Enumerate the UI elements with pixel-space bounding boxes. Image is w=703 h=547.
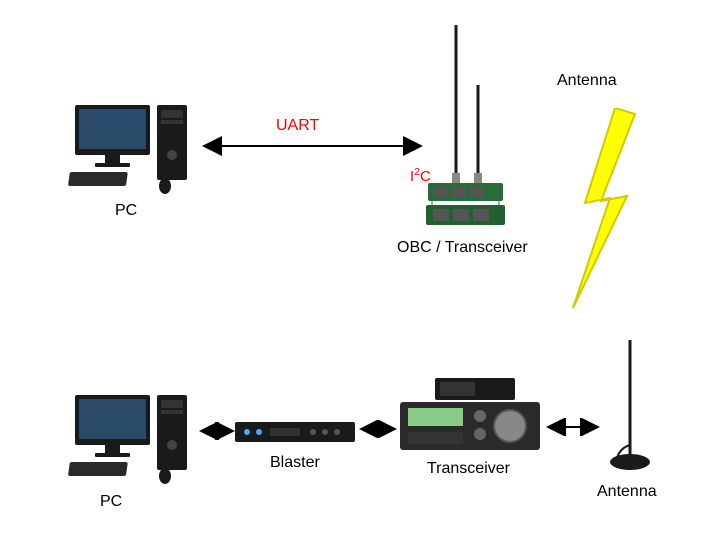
antenna-bottom-label: Antenna [597,483,657,501]
blaster-label: Blaster [270,454,320,472]
obc-icon [408,25,518,235]
arrow-blaster-transceiver [358,420,398,438]
uart-arrow [200,136,425,156]
uart-label: UART [276,117,319,135]
arrow-transceiver-antenna [545,418,601,436]
obc-transceiver [408,25,518,240]
blaster-icon [235,418,355,446]
obc-label: OBC / Transceiver [397,239,528,257]
pc-icon-2 [65,390,195,485]
arrow-pc-blaster [198,422,236,440]
transceiver [400,378,540,458]
antenna-bottom [605,340,655,480]
pc-bottom-label: PC [100,493,122,511]
transceiver-label: Transceiver [427,460,510,478]
i2c-label: I2C [410,166,431,185]
transceiver-icon [400,378,540,453]
antenna-top-label: Antenna [557,72,617,90]
pc-bottom [65,390,195,490]
pc-top [65,100,195,200]
antenna-icon [605,340,655,475]
pc-top-label: PC [115,202,137,220]
lightning-icon [555,108,655,318]
blaster [235,418,355,451]
pc-icon [65,100,195,195]
